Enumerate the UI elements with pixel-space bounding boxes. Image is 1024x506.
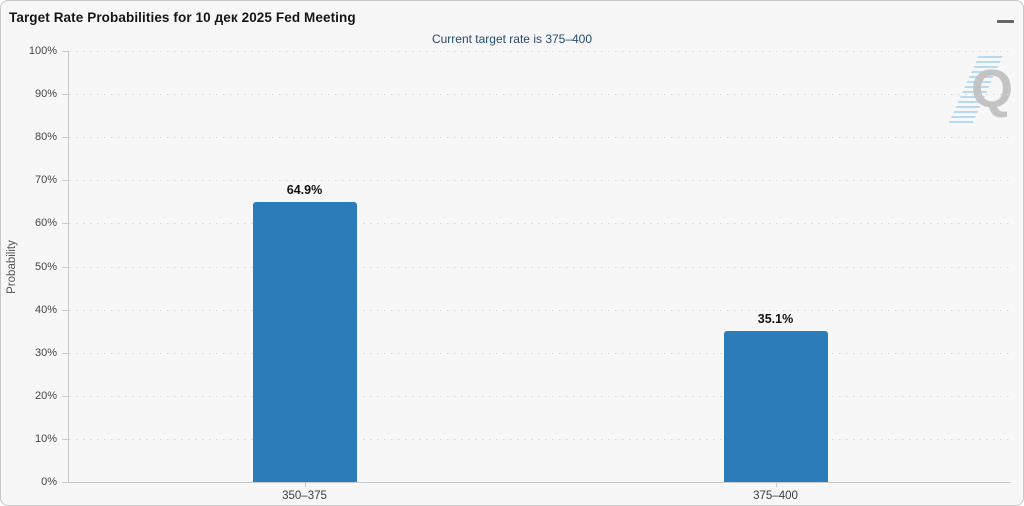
y-axis-tick xyxy=(62,51,68,52)
gridline xyxy=(69,180,1011,181)
plot-area: 0% 10% 20% 30% 40% 50% 60% 70% 80% 90% 100% 64.9% 35… xyxy=(29,45,1011,502)
y-axis-tick xyxy=(62,482,68,483)
y-axis-tick-label: 60% xyxy=(34,217,57,229)
y-axis-tick-label: 0% xyxy=(41,476,57,488)
x-axis-line xyxy=(68,482,1011,483)
gridline xyxy=(69,353,1011,354)
bar-data-label: 35.1% xyxy=(757,311,794,326)
gridline xyxy=(69,51,1011,52)
y-axis-tick xyxy=(62,310,68,311)
chart-title: Target Rate Probabilities for 10 дек 202… xyxy=(9,10,356,25)
y-axis-tick-label: 40% xyxy=(34,304,57,316)
y-axis-tick xyxy=(62,396,68,397)
y-axis-tick xyxy=(62,94,68,95)
gridline xyxy=(69,310,1011,311)
gridline xyxy=(69,137,1011,138)
bar-data-label: 64.9% xyxy=(286,183,323,198)
x-axis-tick xyxy=(305,482,306,487)
y-axis-tick-label: 30% xyxy=(34,347,57,359)
hamburger-icon xyxy=(997,19,1014,23)
x-axis-category-label: 350–375 xyxy=(282,490,327,502)
x-axis-tick xyxy=(776,482,777,487)
y-axis-tick xyxy=(62,180,68,181)
y-axis-line xyxy=(68,51,69,482)
chart-subtitle: Current target rate is 375–400 xyxy=(431,32,593,46)
probability-bar-350–375[interactable] xyxy=(252,202,357,482)
gridline xyxy=(69,267,1011,268)
gridline xyxy=(69,439,1011,440)
y-axis-tick xyxy=(62,353,68,354)
gridline xyxy=(69,223,1011,224)
gridline xyxy=(69,94,1011,95)
chart-context-menu-button[interactable] xyxy=(994,12,1014,30)
y-axis-tick xyxy=(62,267,68,268)
y-axis-tick xyxy=(62,223,68,224)
x-axis-category-label: 375–400 xyxy=(753,490,798,502)
y-axis-tick-label: 50% xyxy=(34,261,57,273)
y-axis-tick-label: 10% xyxy=(34,433,57,445)
y-axis-tick-label: 20% xyxy=(34,390,57,402)
gridline xyxy=(69,396,1011,397)
y-axis-tick xyxy=(62,137,68,138)
y-axis-tick-label: 70% xyxy=(34,174,57,186)
probability-bar-375–400[interactable] xyxy=(723,330,828,482)
y-axis-tick xyxy=(62,439,68,440)
y-axis-tick-label: 100% xyxy=(28,45,57,57)
y-axis-tick-label: 90% xyxy=(34,88,57,100)
y-axis-tick-label: 80% xyxy=(34,131,57,143)
